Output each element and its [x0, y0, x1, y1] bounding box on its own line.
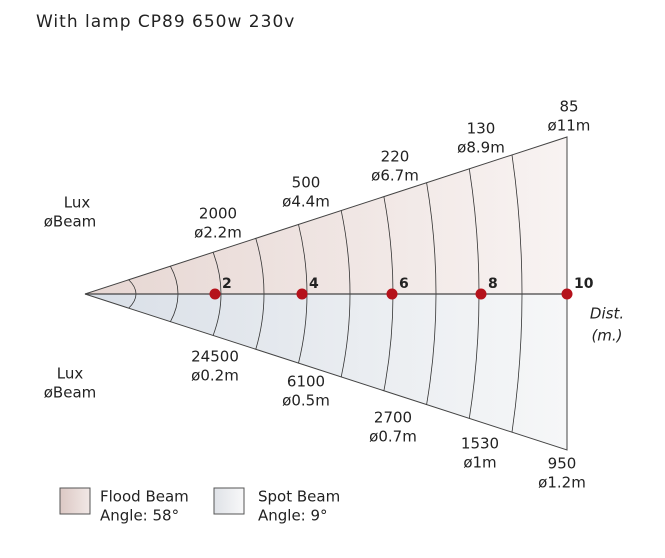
flood-beam: ø11m: [548, 117, 591, 135]
distance-label: 2: [222, 276, 232, 292]
spot-lux: 950: [548, 455, 577, 473]
flood-cone: [84, 136, 568, 295]
title: With lamp CP89 650w 230v: [36, 12, 295, 32]
legend-swatch: [213, 487, 245, 515]
flood-beam-label: øBeam: [44, 213, 97, 231]
distance-dot: [296, 288, 308, 300]
distance-dot: [561, 288, 573, 300]
flood-lux: 85: [559, 98, 578, 116]
flood-lux: 130: [467, 120, 496, 138]
spot-beam: ø0.7m: [369, 428, 417, 446]
axis-label: Dist.: [590, 305, 624, 323]
legend-angle: Angle: 9°: [258, 507, 328, 525]
spot-beam: ø0.5m: [282, 392, 330, 410]
legend-angle: Angle: 58°: [100, 507, 179, 525]
spot-lux: 6100: [287, 373, 325, 391]
spot-cone: [84, 293, 568, 451]
spot-lux: 24500: [191, 348, 239, 366]
spot-lux: 1530: [461, 435, 499, 453]
distance-dot: [386, 288, 398, 300]
spot-beam: ø1m: [463, 454, 496, 472]
spot-beam-label: øBeam: [44, 384, 97, 402]
flood-lux-label: Lux: [64, 194, 91, 212]
spot-lux-label: Lux: [57, 365, 84, 383]
flood-lux: 220: [381, 148, 410, 166]
legend-name: Spot Beam: [258, 488, 340, 506]
legend-swatch: [59, 487, 91, 515]
distance-label: 4: [309, 276, 319, 292]
axis-label: (m.): [591, 327, 622, 345]
flood-lux: 2000: [199, 205, 237, 223]
spot-lux: 2700: [374, 409, 412, 427]
distance-label: 10: [574, 276, 594, 292]
distance-dot: [475, 288, 487, 300]
legend-name: Flood Beam: [100, 488, 189, 506]
flood-beam: ø4.4m: [282, 193, 330, 211]
flood-beam: ø6.7m: [371, 167, 419, 185]
distance-label: 8: [488, 276, 498, 292]
distance-dot: [209, 288, 221, 300]
distance-label: 6: [399, 276, 409, 292]
spot-beam: ø0.2m: [191, 367, 239, 385]
flood-beam: ø2.2m: [194, 224, 242, 242]
spot-beam: ø1.2m: [538, 474, 586, 492]
flood-beam: ø8.9m: [457, 139, 505, 157]
flood-lux: 500: [292, 174, 321, 192]
